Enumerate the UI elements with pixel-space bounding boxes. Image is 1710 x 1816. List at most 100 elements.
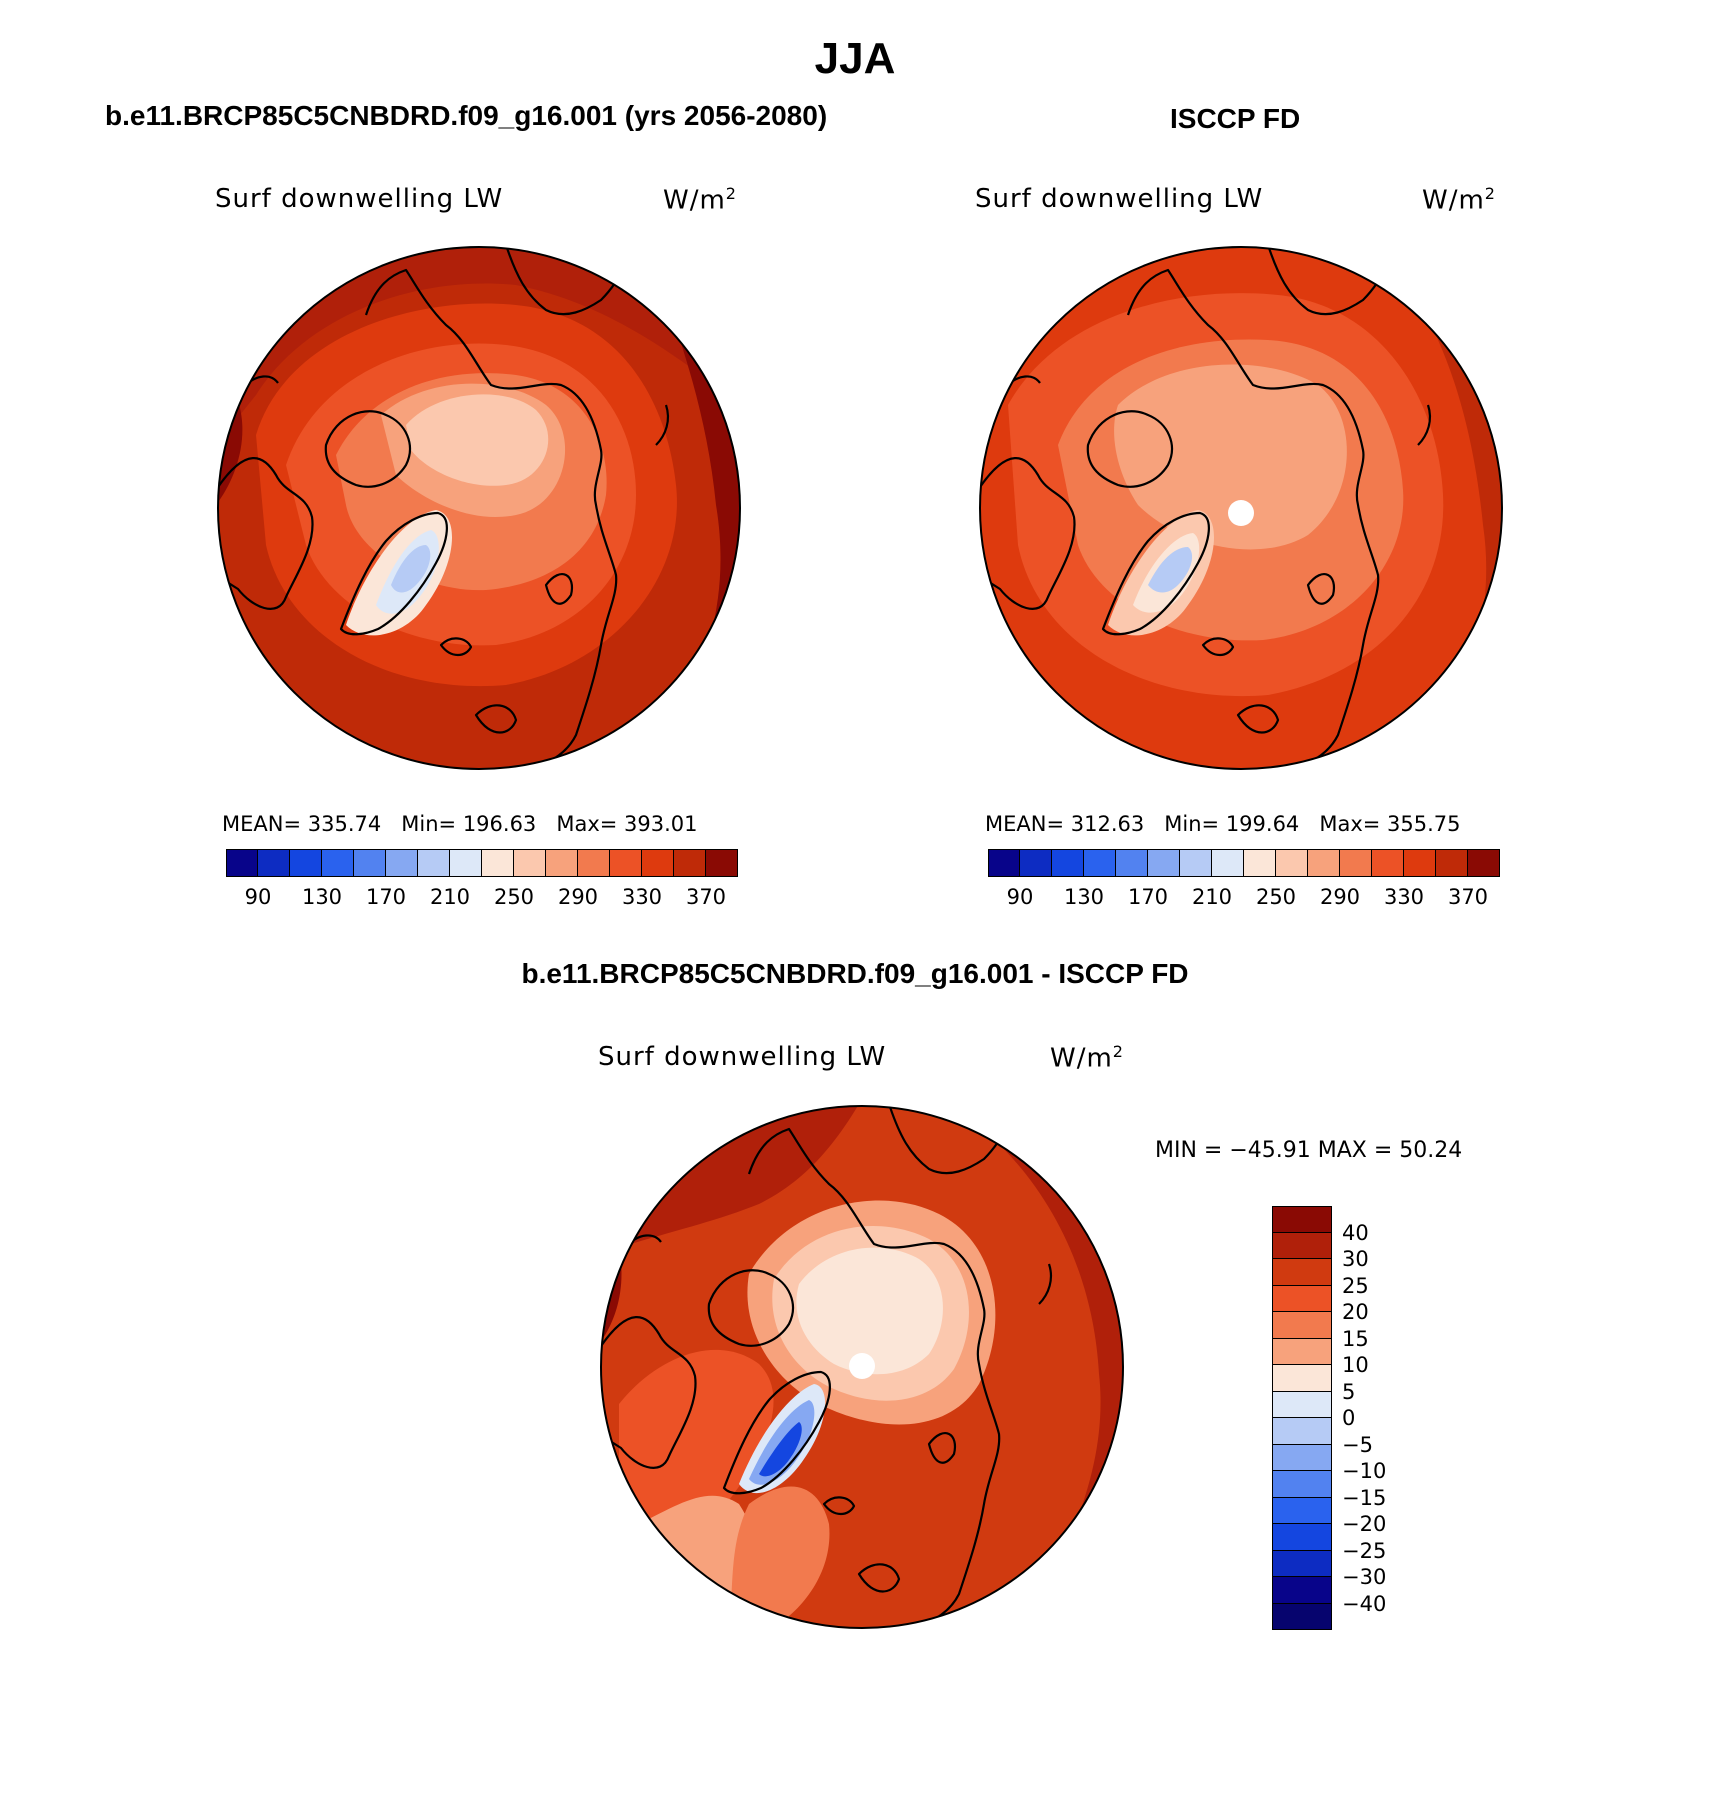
diff-colorbar-swatch (1272, 1497, 1332, 1524)
model-colorbar-swatch (578, 849, 610, 877)
model-colorbar-swatch (674, 849, 706, 877)
model-colorbar-swatch (610, 849, 642, 877)
obs-colorbar-swatch (1372, 849, 1404, 877)
diff-colorbar-tick-label: 5 (1342, 1379, 1356, 1404)
diff-polar-map (599, 1104, 1125, 1630)
model-colorbar-tick-label: 170 (365, 885, 407, 909)
obs-colorbar-tick-label: 170 (1127, 885, 1169, 909)
obs-colorbar-swatch (1308, 849, 1340, 877)
diff-colorbar-tick-label: 20 (1342, 1300, 1369, 1324)
diff-colorbar-tick-label: 15 (1342, 1326, 1369, 1351)
obs-panel-header: ISCCP FD (1170, 103, 1301, 134)
diff-colorbar-swatch (1272, 1259, 1332, 1286)
obs-colorbar-swatch (1020, 849, 1052, 877)
obs-colorbar-swatch (1340, 849, 1372, 877)
model-colorbar-swatch (642, 849, 674, 877)
model-colorbar-swatch (450, 849, 482, 877)
obs-colorbar-tick-label: 90 (1006, 885, 1034, 909)
obs-colorbar-swatch (1436, 849, 1468, 877)
diff-panel-header: b.e11.BRCP85C5CNBDRD.f09_g16.001 - ISCCP… (521, 958, 1189, 989)
model-colorbar-swatch (386, 849, 418, 877)
diff-colorbar-tick-label: −40 (1342, 1591, 1387, 1616)
obs-colorbar-swatch (1468, 849, 1500, 877)
obs-colorbar-swatch (1180, 849, 1212, 877)
model-colorbar-swatch (546, 849, 578, 877)
model-colorbar-swatch (514, 849, 546, 877)
diff-colorbar-swatch (1272, 1577, 1332, 1604)
obs-colorbar-swatch (1244, 849, 1276, 877)
diff-colorbar-swatch (1272, 1471, 1332, 1498)
diff-colorbar-swatch (1272, 1338, 1332, 1365)
diff-colorbar-tick-label: 30 (1342, 1247, 1369, 1271)
model-colorbar-tick-label: 290 (557, 885, 599, 909)
diff-colorbar-ticks: 40 30 25 20 15 10 5 0 −5 −10 −15 −20 −25 −30 −40 (1342, 1206, 1462, 1630)
obs-colorbar-tick-label: 210 (1191, 885, 1233, 909)
obs-colorbar-swatch (988, 849, 1020, 877)
model-colorbar-tick-label: 130 (301, 885, 343, 909)
obs-colorbar (988, 849, 1500, 877)
obs-stats: MEAN= 312.63 Min= 199.64 Max= 355.75 (985, 812, 1461, 836)
diff-min-max: MIN = −45.91 MAX = 50.24 (1155, 1138, 1463, 1163)
diff-colorbar-tick-label: 0 (1342, 1406, 1356, 1430)
model-colorbar-tick-label: 210 (429, 885, 471, 909)
obs-variable-label: Surf downwelling LW (975, 184, 1264, 214)
obs-colorbar-tick-label: 330 (1383, 885, 1425, 909)
obs-colorbar-tick-label: 250 (1255, 885, 1297, 909)
diff-colorbar-swatch (1272, 1603, 1332, 1630)
model-polar-map (216, 245, 742, 771)
diff-colorbar-tick-label: −5 (1342, 1432, 1373, 1457)
diff-colorbar-tick-label: −15 (1342, 1485, 1387, 1510)
model-colorbar (226, 849, 738, 877)
model-panel-header: b.e11.BRCP85C5CNBDRD.f09_g16.001 (yrs 20… (105, 100, 828, 131)
figure-title: JJA (814, 34, 896, 83)
diff-colorbar-swatch (1272, 1285, 1332, 1312)
diff-variable-label: Surf downwelling LW (598, 1042, 887, 1072)
obs-colorbar-tick-label: 290 (1319, 885, 1361, 909)
diff-colorbar-tick-label: −20 (1342, 1512, 1387, 1536)
model-colorbar-tick-label: 330 (621, 885, 663, 909)
model-colorbar-ticks: 90 130 170 210 250 290 330 370 (226, 885, 738, 911)
model-colorbar-swatch (354, 849, 386, 877)
diff-colorbar-tick-label: −25 (1342, 1538, 1387, 1563)
diff-colorbar-tick-label: −30 (1342, 1565, 1387, 1589)
model-colorbar-swatch (482, 849, 514, 877)
diff-colorbar (1272, 1206, 1332, 1630)
obs-colorbar-swatch (1148, 849, 1180, 877)
obs-colorbar-tick-label: 370 (1447, 885, 1489, 909)
diff-units-label: W/m2 (1050, 1042, 1124, 1074)
diff-colorbar-swatch (1272, 1391, 1332, 1418)
obs-colorbar-swatch (1212, 849, 1244, 877)
diff-colorbar-swatch (1272, 1232, 1332, 1259)
model-colorbar-tick-label: 370 (685, 885, 727, 909)
diff-colorbar-tick-label: −10 (1342, 1459, 1387, 1483)
obs-colorbar-swatch (1116, 849, 1148, 877)
model-units-label: W/m2 (663, 184, 737, 216)
obs-units-label: W/m2 (1422, 184, 1496, 216)
diff-colorbar-swatch (1272, 1524, 1332, 1551)
model-variable-label: Surf downwelling LW (215, 184, 504, 214)
diff-colorbar-tick-label: 25 (1342, 1273, 1369, 1298)
diff-colorbar-swatch (1272, 1444, 1332, 1471)
model-colorbar-swatch (290, 849, 322, 877)
diff-colorbar-tick-label: 40 (1342, 1220, 1369, 1245)
diff-colorbar-tick-label: 10 (1342, 1353, 1369, 1377)
diff-colorbar-swatch (1272, 1312, 1332, 1339)
model-colorbar-tick-label: 250 (493, 885, 535, 909)
model-colorbar-swatch (226, 849, 258, 877)
obs-colorbar-swatch (1084, 849, 1116, 877)
model-colorbar-tick-label: 90 (244, 885, 272, 909)
diff-colorbar-swatch (1272, 1206, 1332, 1233)
obs-colorbar-tick-label: 130 (1063, 885, 1105, 909)
diff-colorbar-swatch (1272, 1550, 1332, 1577)
model-colorbar-swatch (322, 849, 354, 877)
diff-colorbar-swatch (1272, 1418, 1332, 1445)
obs-colorbar-swatch (1052, 849, 1084, 877)
obs-colorbar-ticks: 90 130 170 210 250 290 330 370 (988, 885, 1500, 911)
diff-colorbar-swatch (1272, 1365, 1332, 1392)
obs-colorbar-swatch (1404, 849, 1436, 877)
model-stats: MEAN= 335.74 Min= 196.63 Max= 393.01 (222, 812, 698, 836)
model-colorbar-swatch (258, 849, 290, 877)
model-colorbar-swatch (706, 849, 738, 877)
obs-colorbar-swatch (1276, 849, 1308, 877)
model-colorbar-swatch (418, 849, 450, 877)
